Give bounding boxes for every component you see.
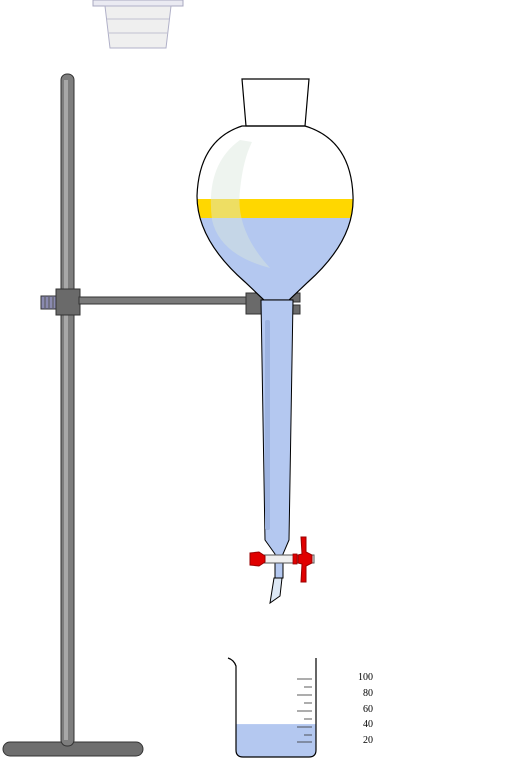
clamp-boss [55,288,81,316]
stopper-icon[interactable] [92,0,184,49]
scale-label-40: 40 [363,719,373,730]
clamp-arm [78,296,250,305]
organic-layer [197,199,354,218]
funnel-neck [241,78,310,127]
scale-label-20: 20 [363,735,373,746]
stopcock-handle[interactable] [297,536,313,583]
retort-stand-icon [2,73,144,757]
beaker-graduations [297,678,312,743]
funnel-tip [269,577,283,605]
scale-label-80: 80 [363,688,373,699]
stopcock-cap [249,551,266,567]
scale-label-100: 100 [358,672,373,683]
volume-scale: 100 80 60 40 20 [358,672,373,746]
scale-label-60: 60 [363,704,373,715]
stopcock-icon[interactable] [249,536,315,583]
beaker-liquid [236,724,316,757]
beaker-icon [227,657,317,758]
beaker-outline [227,657,317,758]
separatory-funnel-icon[interactable] [190,78,360,605]
aqueous-layer [197,217,354,300]
